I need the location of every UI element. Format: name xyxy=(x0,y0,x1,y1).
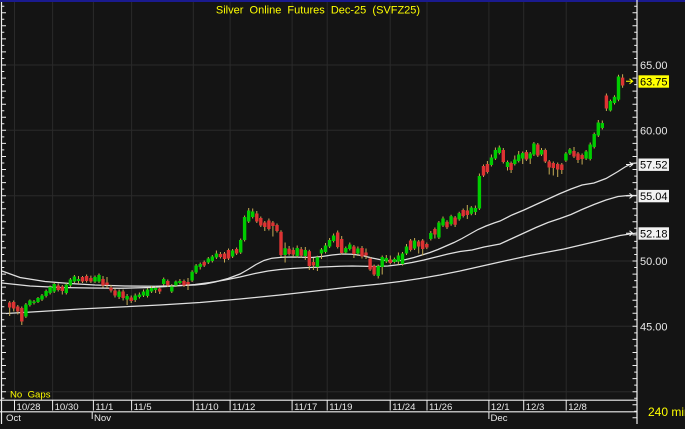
svg-text:63.75: 63.75 xyxy=(640,77,668,89)
svg-text:No Gaps: No Gaps xyxy=(10,390,51,401)
svg-text:45.00: 45.00 xyxy=(640,321,668,333)
svg-text:12/8: 12/8 xyxy=(568,402,587,413)
svg-text:65.00: 65.00 xyxy=(640,60,668,72)
svg-text:Oct: Oct xyxy=(6,413,21,424)
svg-text:11/17: 11/17 xyxy=(294,402,317,413)
svg-text:50.00: 50.00 xyxy=(640,256,668,268)
svg-text:11/1: 11/1 xyxy=(95,402,113,413)
svg-text:12/1: 12/1 xyxy=(491,402,510,413)
svg-text:240 min: 240 min xyxy=(648,405,685,419)
svg-text:11/10: 11/10 xyxy=(195,402,218,413)
svg-text:12/3: 12/3 xyxy=(526,402,545,413)
svg-text:10/30: 10/30 xyxy=(55,402,79,413)
svg-text:11/5: 11/5 xyxy=(134,402,152,413)
svg-text:10/28: 10/28 xyxy=(17,402,41,413)
svg-text:11/19: 11/19 xyxy=(329,402,352,413)
svg-text:52.18: 52.18 xyxy=(640,229,668,241)
svg-text:Dec: Dec xyxy=(491,413,508,424)
svg-text:11/12: 11/12 xyxy=(232,402,255,413)
svg-text:Silver Online Futures Dec-2: Silver Online Futures Dec-25 (SVFZ25) xyxy=(216,5,420,17)
svg-text:55.04: 55.04 xyxy=(640,191,668,203)
svg-text:11/26: 11/26 xyxy=(429,402,452,413)
svg-text:57.52: 57.52 xyxy=(640,160,668,172)
svg-text:60.00: 60.00 xyxy=(640,125,668,137)
svg-text:11/24: 11/24 xyxy=(392,402,416,413)
svg-text:Nov: Nov xyxy=(94,413,111,424)
